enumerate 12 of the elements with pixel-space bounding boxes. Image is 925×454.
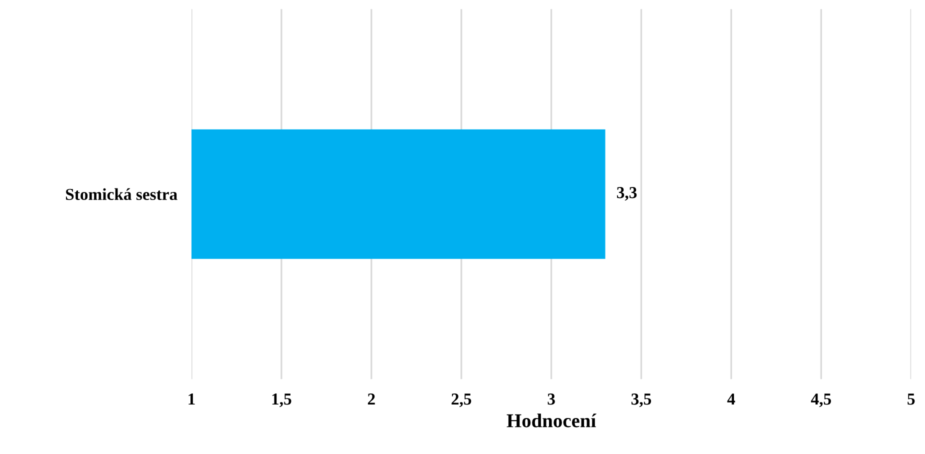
x-tick-label: 2,5 — [452, 394, 472, 408]
x-tick-label: 1 — [188, 394, 195, 405]
x-tick-label: 3 — [548, 394, 555, 405]
data-label: 3,3 — [617, 187, 637, 201]
x-tick-label: 4,5 — [810, 394, 831, 408]
x-tick-label: 5 — [908, 394, 915, 405]
x-axis-title: Hodnocení — [506, 414, 596, 428]
y-tick-label: Stomická sestra — [66, 188, 178, 200]
x-tick-label: 4 — [727, 394, 736, 405]
x-tick-label: 3,5 — [631, 394, 652, 408]
x-tick-label: 1,5 — [272, 394, 292, 408]
x-tick-label: 2 — [368, 394, 375, 405]
